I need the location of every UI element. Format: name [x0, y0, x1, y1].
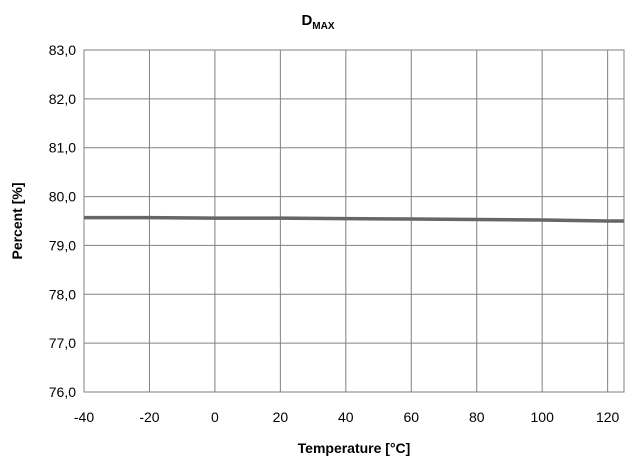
x-tick-label: 60	[403, 409, 419, 425]
x-tick-label: 100	[531, 409, 555, 425]
x-tick-label: -40	[74, 409, 94, 425]
y-tick-label: 76,0	[49, 384, 76, 400]
y-tick-labels: 76,0 77,0 78,0 79,0 80,0 81,0 82,0 83,0	[49, 42, 76, 400]
series-line	[84, 215, 624, 223]
x-tick-labels: -40 -20 0 20 40 60 80 100 120	[74, 409, 620, 425]
y-tick-label: 82,0	[49, 91, 76, 107]
y-tick-label: 77,0	[49, 335, 76, 351]
x-tick-label: 20	[273, 409, 289, 425]
x-tick-label: 80	[469, 409, 485, 425]
x-tick-label: 40	[338, 409, 354, 425]
y-tick-label: 80,0	[49, 189, 76, 205]
chart-title: DMAX	[301, 12, 334, 32]
x-axis-title: Temperature [°C]	[298, 440, 411, 456]
y-tick-label: 78,0	[49, 286, 76, 302]
y-tick-label: 83,0	[49, 42, 76, 58]
series-group	[84, 215, 624, 223]
y-tick-label: 81,0	[49, 140, 76, 156]
x-tick-label: 0	[211, 409, 219, 425]
x-tick-label: 120	[596, 409, 620, 425]
x-tick-label: -20	[139, 409, 159, 425]
y-tick-label: 79,0	[49, 237, 76, 253]
y-axis-title: Percent [%]	[9, 182, 25, 259]
